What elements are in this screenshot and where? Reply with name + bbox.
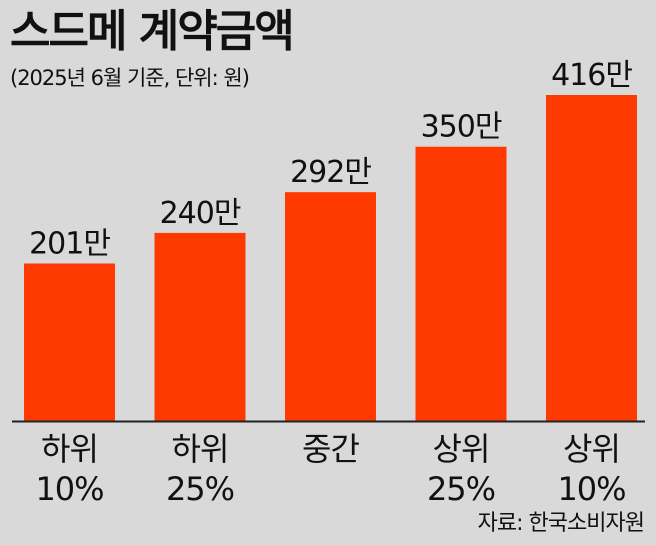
chart-subtitle: (2025년 6월 기준, 단위: 원)	[10, 66, 250, 90]
chart-title: 스드메 계약금액	[10, 6, 295, 57]
bar-4	[415, 146, 507, 421]
category-sublabel-4: 25%	[427, 470, 495, 508]
category-label-5: 상위	[563, 430, 620, 468]
category-sublabel-5: 10%	[557, 470, 625, 508]
value-label-5: 416만	[551, 58, 632, 93]
category-sublabel-2: 25%	[166, 470, 234, 508]
source-note: 자료: 한국소비자원	[477, 511, 645, 536]
value-label-4: 350만	[421, 110, 502, 145]
category-label-2: 하위	[172, 430, 229, 468]
bar-1	[24, 263, 115, 421]
category-label-1: 하위	[41, 430, 98, 468]
category-label-3: 중간	[302, 430, 359, 468]
category-label-4: 상위	[433, 430, 490, 468]
value-label-1: 201만	[29, 226, 110, 261]
bar-3	[285, 192, 376, 421]
bar-2	[154, 232, 246, 421]
value-label-3: 292만	[290, 155, 371, 190]
bar-5	[546, 95, 637, 421]
value-label-2: 240만	[160, 196, 241, 231]
category-sublabel-1: 10%	[35, 470, 103, 508]
